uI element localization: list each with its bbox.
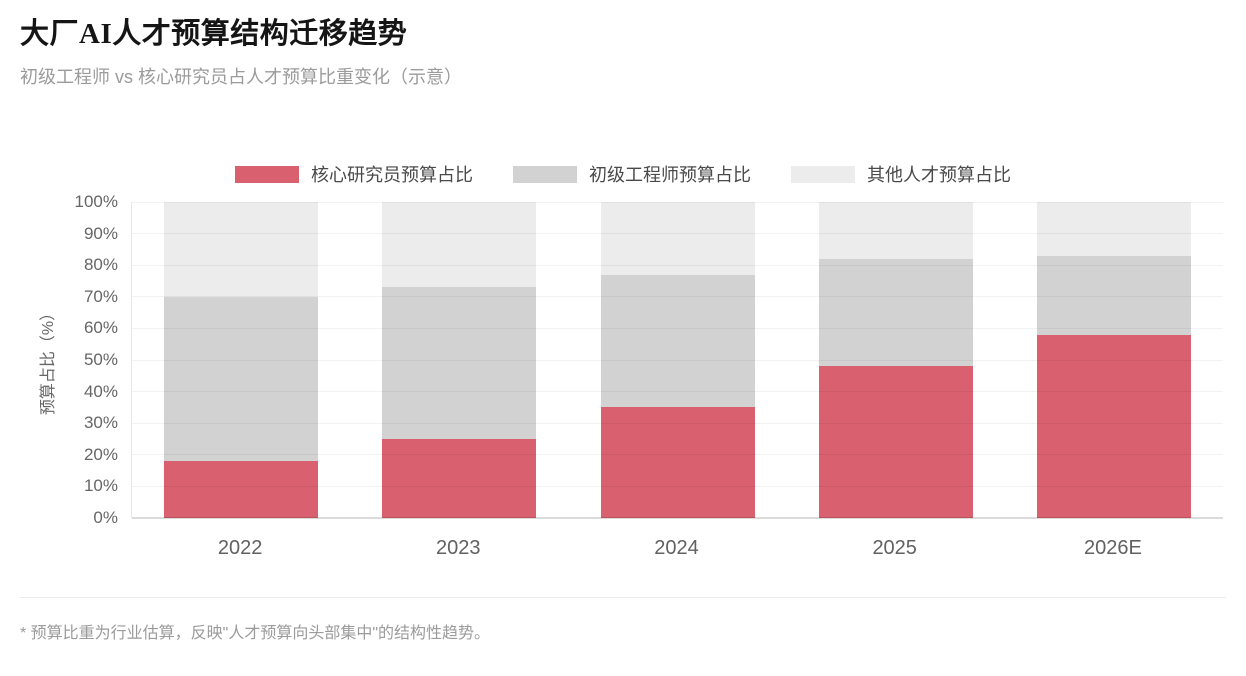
bar-segment-core-researcher [164,461,319,518]
bar-segment-other-talent [1036,202,1191,256]
x-axis-label: 2026E [1083,537,1142,559]
gridline [132,454,1223,456]
legend-swatch-other-talent-icon [791,165,855,183]
gridline [132,391,1223,393]
gridline [132,327,1223,329]
x-axis-label: 2024 [654,537,699,559]
legend-swatch-core-researcher-icon [235,165,299,183]
footnote: * 预算比重为行业估算，反映"人才预算向头部集中"的结构性趋势。 [20,625,491,642]
page-subtitle: 初级工程师 vs 核心研究员占人才预算比重变化（示意） [20,67,462,87]
plot-area [131,202,1223,519]
y-tick-label: 80% [83,255,118,275]
gridline [132,359,1223,361]
bar-segment-core-researcher [818,366,973,518]
y-tick-label: 100% [74,192,118,211]
bar-segment-other-talent [600,202,755,275]
legend-label-core-researcher: 核心研究员预算占比 [311,165,473,185]
y-tick-label: 60% [83,318,118,338]
x-axis-label: 2023 [436,537,481,559]
y-tick-label: 30% [83,413,118,433]
bar-segment-core-researcher [382,439,537,518]
bar-segment-junior-engineer [1036,255,1191,335]
bar-segment-other-talent [164,202,319,297]
legend-label-other-talent: 其他人才预算占比 [867,165,1011,185]
gridline [132,264,1223,266]
y-tick-label: 0% [93,508,118,527]
footnote-divider [20,597,1226,598]
bar-segment-core-researcher [1036,334,1191,518]
legend-label-junior-engineer: 初级工程师预算占比 [589,165,751,185]
bar-segment-core-researcher [600,407,755,518]
y-tick-label: 10% [83,476,118,496]
x-axis-label: 2022 [217,537,263,559]
bar-segment-junior-engineer [818,258,973,367]
legend-swatch-junior-engineer-icon [513,165,577,183]
y-tick-label: 90% [83,223,118,243]
bar-segment-other-talent [818,202,973,259]
y-tick-label: 50% [83,350,118,369]
legend-item-core-researcher[interactable]: 核心研究员预算占比 [235,161,473,187]
chart-legend: 核心研究员预算占比 初级工程师预算占比 其他人才预算占比 [0,161,1246,187]
x-axis-line [132,517,1223,519]
gridline [132,296,1223,298]
bar-segment-junior-engineer [164,296,319,462]
gridline [132,233,1223,235]
y-tick-label: 20% [83,444,118,464]
legend-item-junior-engineer[interactable]: 初级工程师预算占比 [513,161,751,187]
y-tick-label: 70% [83,286,118,306]
page-title: 大厂AI人才预算结构迁移趋势 [20,18,408,50]
gridline [132,485,1223,487]
legend-item-other-talent[interactable]: 其他人才预算占比 [791,161,1011,187]
bar-segment-junior-engineer [382,287,537,439]
y-tick-label: 40% [83,381,118,401]
x-axis-label: 2025 [872,537,917,559]
bar-segment-other-talent [382,202,537,288]
gridline [132,422,1223,424]
gridline [132,202,1223,203]
y-axis-ticks: 0% 10% 20% 30% 40% 50% 60% 70% 80% 90% 100% [0,0,118,676]
bar-segment-junior-engineer [600,274,755,408]
